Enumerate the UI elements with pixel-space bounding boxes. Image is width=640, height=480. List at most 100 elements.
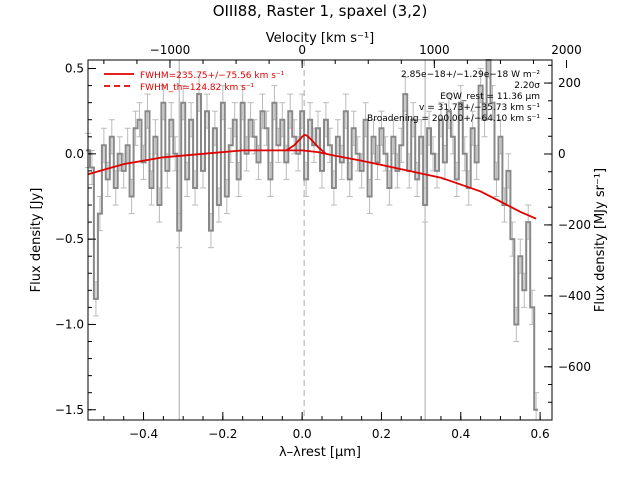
continuum-fit-line (87, 149, 537, 220)
spectrum-point (372, 136, 375, 138)
fit-annotation: Broadening = 200.00+/−64.10 km s⁻¹ (367, 114, 540, 124)
top-tick-label: 1000 (419, 43, 450, 57)
fit-annotation: 2.85e−18+/−1.29e−18 W m⁻² (401, 70, 540, 80)
spectrum-point (107, 178, 109, 181)
spectrum-point (333, 187, 335, 189)
spectrum-point (222, 102, 224, 104)
spectrum-point (388, 187, 391, 189)
spectrum-point (119, 153, 121, 155)
spectrum-point (178, 230, 180, 232)
right-tick-label: 0 (558, 147, 566, 161)
spectrum-point (273, 102, 275, 104)
spectrum-point (341, 161, 343, 163)
spectrum-point (226, 195, 228, 198)
spectrum-point (281, 119, 283, 121)
spectrum-point (166, 170, 168, 172)
right-tick-label: −600 (558, 360, 591, 374)
axis-ticks: −0.4 −0.2 0.0 0.2 0.4 0.6 0.5 0.0 −0.5 −1.0 −1.5 −1… (55, 43, 591, 441)
spectrum-point (527, 221, 529, 223)
spectrum-point (428, 127, 430, 129)
spectrum-point (202, 170, 204, 172)
y-tick-label: −1.0 (55, 317, 84, 331)
spectrum-point (257, 161, 260, 163)
spectrum-point (412, 119, 414, 121)
spectrum-point (238, 178, 240, 181)
x-axis-label: λ–λrest [μm] (279, 445, 361, 460)
spectrum-point (472, 127, 474, 129)
spectrum-point (95, 298, 97, 300)
spectrum-point (353, 127, 355, 129)
spectrum-point (495, 178, 498, 181)
spectrum-point (523, 289, 525, 291)
spectrum-point (440, 119, 442, 121)
spectrum-point (317, 127, 319, 129)
chart-title: OIII88, Raster 1, spaxel (3,2) (213, 2, 428, 20)
spectrum-point (198, 93, 200, 95)
spectrum-point (115, 187, 117, 189)
spectrum-point (452, 136, 454, 138)
spectrum-point (511, 238, 513, 240)
right-tick-label: −200 (558, 218, 591, 232)
x-tick-label: 0.6 (531, 427, 550, 441)
data-layer (85, 59, 540, 421)
spectrum-point (345, 110, 347, 112)
spectrum-point (206, 110, 208, 112)
spectrum-point (269, 178, 272, 181)
spectrum-point (146, 110, 149, 112)
spectrum-point (111, 136, 113, 138)
legend: FWHM=235.75+/−75.56 km s⁻¹ FWHM_th=124.82… (104, 71, 285, 93)
y-tick-label: −1.5 (55, 403, 84, 417)
fit-annotation: v = 31.73+/−35.73 km s⁻¹ (419, 103, 540, 113)
spectrum-point (483, 119, 486, 121)
spectrum-point (158, 204, 160, 206)
y-tick-label: 0.5 (65, 62, 84, 76)
spectrum-point (131, 195, 133, 198)
spectrum-point (293, 136, 295, 138)
spectrum-point (218, 204, 220, 206)
spectrum-point (376, 161, 379, 163)
spectrum-point (531, 306, 533, 308)
spectrum-point (313, 144, 315, 146)
spectrum-point (380, 127, 383, 129)
spectrum-point (103, 144, 105, 146)
spectrum-point (230, 144, 232, 146)
spectrum-point (491, 102, 494, 104)
spectrum-point (138, 119, 141, 121)
spectrum-point (515, 323, 517, 326)
spectrum-point (253, 136, 256, 138)
x-tick-label: 0.4 (451, 427, 470, 441)
spectrum-point (210, 230, 212, 232)
spectrum-point (476, 161, 478, 163)
spectrum-point (519, 255, 521, 257)
top-tick-label: 0 (298, 43, 306, 57)
spectrum-point (436, 170, 438, 172)
right-tick-label: 200 (558, 76, 581, 90)
spectrum-point (285, 161, 287, 163)
spectrum-point (265, 127, 268, 129)
spectrum-point (190, 119, 192, 121)
spectrum-point (301, 110, 303, 112)
legend-label: FWHM_th=124.82 km s⁻¹ (140, 83, 255, 93)
spectrum-point (127, 144, 129, 146)
spectrum-point (357, 153, 359, 155)
spectrum-point (464, 153, 466, 155)
spectrum-point (194, 187, 196, 189)
spectrum-point (321, 170, 323, 172)
spectrum-point (123, 170, 125, 172)
right-tick-label: −400 (558, 289, 591, 303)
spectrum-point (162, 102, 164, 104)
spectrum-point (154, 136, 157, 138)
spectrum-point (289, 110, 291, 112)
spectrum-point (150, 187, 153, 189)
spectrum-steps (86, 59, 539, 411)
spectrum-point (456, 178, 458, 181)
spectrum-point (444, 161, 446, 163)
spectrum-point (507, 170, 509, 172)
spectrum-point (242, 102, 244, 104)
spectrum-point (182, 102, 184, 104)
spectrum-point (368, 195, 371, 198)
spectrum-point (365, 119, 367, 121)
top-tick-label: −1000 (150, 43, 191, 57)
